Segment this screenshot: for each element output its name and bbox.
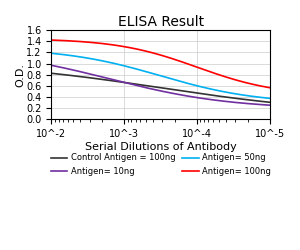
Antigen= 10ng: [121, 80, 124, 84]
Antigen= 50ng: [50, 52, 53, 55]
Antigen= 50ng: [136, 68, 140, 71]
Antigen= 10ng: [187, 95, 191, 98]
Antigen= 50ng: [208, 88, 212, 90]
Line: Antigen= 10ng: Antigen= 10ng: [52, 65, 270, 105]
Antigen= 10ng: [50, 64, 53, 67]
Antigen= 10ng: [76, 70, 80, 72]
Line: Control Antigen = 100ng: Control Antigen = 100ng: [52, 73, 270, 102]
Antigen= 100ng: [268, 86, 272, 89]
Legend: Control Antigen = 100ng, Antigen= 10ng, Antigen= 50ng, Antigen= 100ng: Control Antigen = 100ng, Antigen= 10ng, …: [47, 150, 274, 179]
Antigen= 100ng: [76, 40, 80, 43]
Control Antigen = 100ng: [121, 81, 124, 84]
Antigen= 100ng: [121, 45, 124, 48]
Antigen= 100ng: [187, 63, 191, 66]
Antigen= 100ng: [50, 38, 53, 42]
Antigen= 50ng: [187, 82, 191, 85]
Antigen= 50ng: [207, 87, 211, 90]
Title: ELISA Result: ELISA Result: [118, 15, 204, 29]
Antigen= 100ng: [208, 70, 212, 73]
Antigen= 50ng: [268, 97, 272, 100]
Antigen= 100ng: [136, 48, 140, 51]
Antigen= 10ng: [268, 104, 272, 107]
Control Antigen = 100ng: [136, 83, 140, 86]
Control Antigen = 100ng: [187, 90, 191, 94]
Y-axis label: O.D.: O.D.: [15, 63, 25, 87]
Control Antigen = 100ng: [76, 75, 80, 78]
Antigen= 50ng: [121, 64, 124, 67]
Control Antigen = 100ng: [50, 72, 53, 75]
X-axis label: Serial Dilutions of Antibody: Serial Dilutions of Antibody: [85, 142, 237, 152]
Control Antigen = 100ng: [208, 94, 212, 96]
Antigen= 10ng: [208, 98, 212, 101]
Line: Antigen= 100ng: Antigen= 100ng: [52, 40, 270, 88]
Line: Antigen= 50ng: Antigen= 50ng: [52, 53, 270, 98]
Antigen= 100ng: [207, 70, 211, 73]
Control Antigen = 100ng: [268, 101, 272, 104]
Antigen= 10ng: [207, 98, 211, 101]
Antigen= 10ng: [136, 84, 140, 87]
Control Antigen = 100ng: [207, 93, 211, 96]
Antigen= 50ng: [76, 55, 80, 58]
